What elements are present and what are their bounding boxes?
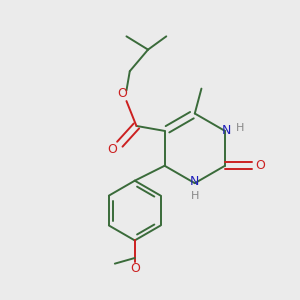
Text: O: O — [108, 143, 118, 156]
Text: H: H — [190, 191, 199, 202]
Text: O: O — [130, 262, 140, 275]
Text: N: N — [190, 175, 200, 188]
Text: H: H — [236, 123, 244, 133]
Text: O: O — [255, 159, 265, 172]
Text: O: O — [118, 87, 128, 100]
Text: N: N — [222, 124, 231, 137]
